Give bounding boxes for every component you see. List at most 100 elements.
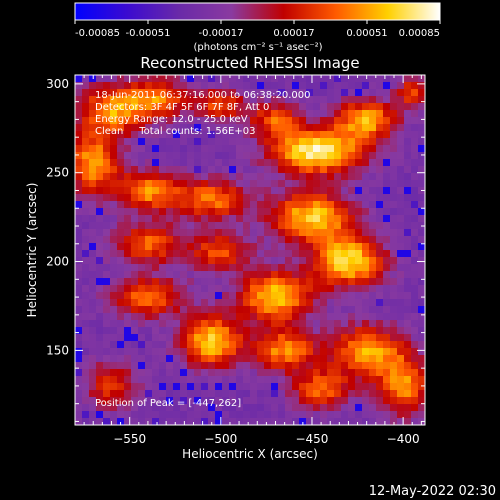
heatmap-cell: [117, 418, 125, 426]
heatmap-cell: [96, 82, 104, 90]
heatmap-cell: [236, 96, 244, 104]
heatmap-cell: [243, 348, 251, 356]
heatmap-cell: [180, 222, 188, 230]
heatmap-cell: [243, 215, 251, 223]
heatmap-cell: [243, 320, 251, 328]
heatmap-cell: [96, 145, 104, 153]
heatmap-cell: [383, 166, 391, 174]
heatmap-cell: [222, 278, 230, 286]
heatmap-cell: [299, 271, 307, 279]
heatmap-cell: [159, 278, 167, 286]
heatmap-cell: [285, 131, 293, 139]
heatmap-cell: [418, 229, 426, 237]
heatmap-cell: [313, 103, 321, 111]
heatmap-cell: [334, 264, 342, 272]
heatmap-cell: [145, 264, 153, 272]
heatmap-cell: [257, 159, 265, 167]
heatmap-cell: [187, 166, 195, 174]
heatmap-cell: [194, 180, 202, 188]
heatmap-cell: [264, 243, 272, 251]
heatmap-cell: [369, 194, 377, 202]
heatmap-cell: [173, 418, 181, 426]
heatmap-cell: [215, 348, 223, 356]
heatmap-cell: [222, 418, 230, 426]
heatmap-cell: [145, 243, 153, 251]
heatmap-cell: [348, 110, 356, 118]
heatmap-cell: [299, 376, 307, 384]
heatmap-cell: [418, 103, 426, 111]
heatmap-cell: [131, 334, 139, 342]
heatmap-cell: [138, 180, 146, 188]
heatmap-cell: [369, 285, 377, 293]
heatmap-cell: [376, 243, 384, 251]
heatmap-cell: [418, 306, 426, 314]
heatmap-cell: [397, 383, 405, 391]
heatmap-cell: [201, 334, 209, 342]
heatmap-cell: [411, 194, 419, 202]
x-tick-label: −400: [387, 432, 420, 446]
heatmap-cell: [96, 404, 104, 412]
heatmap-cell: [369, 103, 377, 111]
heatmap-cell: [166, 215, 174, 223]
heatmap-cell: [166, 285, 174, 293]
heatmap-cell: [362, 194, 370, 202]
heatmap-cell: [152, 180, 160, 188]
heatmap-cell: [320, 152, 328, 160]
heatmap-cell: [236, 180, 244, 188]
heatmap-cell: [369, 306, 377, 314]
heatmap-cell: [201, 131, 209, 139]
heatmap-cell: [418, 355, 426, 363]
heatmap-cell: [264, 236, 272, 244]
heatmap-cell: [348, 397, 356, 405]
heatmap-cell: [264, 187, 272, 195]
heatmap-cell: [306, 131, 314, 139]
heatmap-cell: [131, 103, 139, 111]
heatmap-cell: [264, 264, 272, 272]
heatmap-cell: [208, 306, 216, 314]
heatmap-cell: [243, 264, 251, 272]
heatmap-cell: [404, 208, 412, 216]
heatmap-cell: [187, 397, 195, 405]
heatmap-cell: [103, 285, 111, 293]
footer-timestamp: 12-May-2022 02:30: [369, 484, 496, 499]
heatmap-cell: [404, 250, 412, 258]
heatmap-cell: [285, 404, 293, 412]
heatmap-cell: [145, 271, 153, 279]
heatmap-cell: [334, 369, 342, 377]
heatmap-cell: [82, 82, 90, 90]
heatmap-cell: [145, 89, 153, 97]
heatmap-cell: [271, 117, 279, 125]
heatmap-cell: [306, 229, 314, 237]
heatmap-cell: [208, 173, 216, 181]
heatmap-cell: [75, 250, 83, 258]
heatmap-cell: [250, 208, 258, 216]
heatmap-cell: [376, 404, 384, 412]
heatmap-cell: [411, 257, 419, 265]
heatmap-cell: [103, 124, 111, 132]
heatmap-cell: [187, 180, 195, 188]
heatmap-cell: [369, 299, 377, 307]
heatmap-cell: [201, 250, 209, 258]
heatmap-cell: [187, 292, 195, 300]
heatmap-cell: [341, 376, 349, 384]
heatmap-cell: [292, 75, 300, 83]
heatmap-cell: [348, 278, 356, 286]
heatmap-cell: [369, 257, 377, 265]
heatmap-cell: [110, 390, 118, 398]
heatmap-cell: [208, 348, 216, 356]
heatmap-cell: [201, 229, 209, 237]
heatmap-cell: [355, 82, 363, 90]
heatmap-cell: [222, 313, 230, 321]
heatmap-cell: [390, 145, 398, 153]
heatmap-cell: [299, 285, 307, 293]
heatmap-cell: [82, 222, 90, 230]
heatmap-cell: [75, 376, 83, 384]
heatmap-cell: [110, 166, 118, 174]
heatmap-cell: [271, 166, 279, 174]
heatmap-cell: [222, 124, 230, 132]
heatmap-cell: [138, 236, 146, 244]
heatmap-cell: [285, 278, 293, 286]
heatmap-cell: [390, 103, 398, 111]
heatmap-cell: [264, 348, 272, 356]
heatmap-cell: [96, 250, 104, 258]
